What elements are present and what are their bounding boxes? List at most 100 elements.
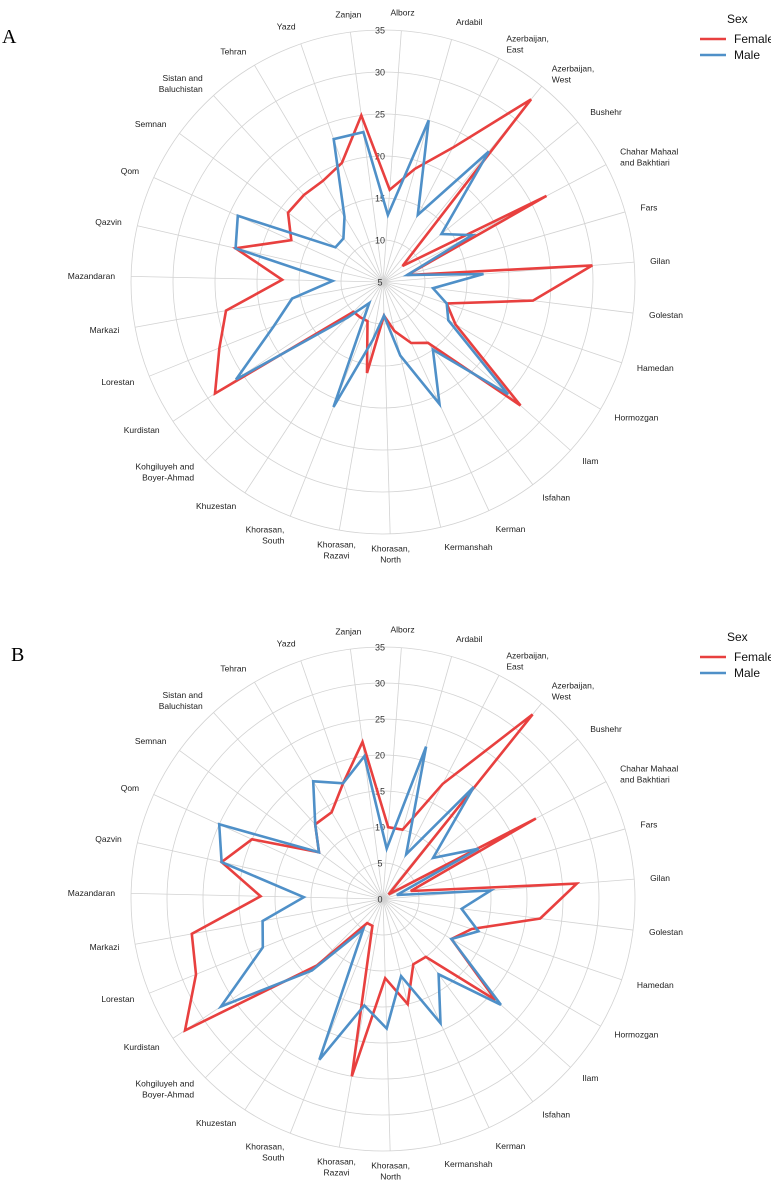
- grid-spoke: [382, 898, 534, 1102]
- grid-spoke: [382, 898, 571, 1068]
- grid-spoke: [213, 95, 384, 283]
- tick-label: 30: [375, 68, 385, 78]
- category-label: Mazandaran: [68, 888, 116, 898]
- grid-spoke: [254, 65, 384, 283]
- grid-spoke: [254, 682, 384, 900]
- category-label: Ardabil: [456, 634, 483, 644]
- category-label: Hormozgan: [614, 412, 658, 422]
- grid-ring: [166, 682, 600, 1116]
- grid-spoke: [382, 281, 391, 534]
- grid-spoke: [300, 660, 384, 900]
- category-label: Kurdistan: [124, 425, 160, 435]
- radar-panel-a: 5 10 15 20 25 30 35 Alborz Ardabil Azerbaijan, Eas…: [68, 8, 683, 565]
- legend-title: Sex: [727, 12, 748, 26]
- category-label: Gilan: [650, 873, 670, 883]
- legend-title: Sex: [727, 630, 748, 644]
- category-label: Gilan: [650, 256, 670, 266]
- category-label: Khorasan, Razavi: [317, 539, 356, 560]
- category-label: Chahar Mahaal and Bakhtiari: [620, 147, 678, 168]
- category-label: Qom: [121, 783, 139, 793]
- category-label: Azerbaijan, West: [552, 63, 595, 84]
- category-label: Semnan: [135, 736, 167, 746]
- grid-ring: [274, 790, 492, 1008]
- grid-spoke: [244, 281, 384, 494]
- category-label: Isfahan: [542, 493, 570, 503]
- grid-spoke: [149, 281, 384, 377]
- grid-spoke: [382, 30, 402, 283]
- tick-label: 15: [375, 787, 385, 797]
- category-label: Sistan and Baluchistan: [159, 690, 203, 711]
- category-label: Kurdistan: [124, 1042, 160, 1052]
- category-label: Azerbaijan, East: [506, 651, 549, 672]
- category-label: Bushehr: [590, 724, 622, 734]
- grid-ring: [238, 754, 528, 1044]
- tick-label: 25: [375, 715, 385, 725]
- category-label: Hormozgan: [614, 1029, 658, 1039]
- category-label: Khuzestan: [196, 501, 236, 511]
- category-label: Fars: [640, 202, 657, 212]
- grid-spoke: [382, 281, 634, 314]
- radar-grid: [130, 646, 636, 1152]
- category-label: Mazandaran: [68, 271, 116, 281]
- grid-spoke: [382, 281, 601, 410]
- series-line-female: [213, 98, 593, 407]
- grid-spoke: [338, 898, 384, 1148]
- category-label: Hamedan: [637, 363, 674, 373]
- category-label: Azerbaijan, West: [552, 680, 595, 701]
- category-label: Bushehr: [590, 107, 622, 117]
- tick-label: 5: [377, 859, 382, 869]
- tick-label: 5: [377, 278, 382, 288]
- category-label: Kerman: [496, 524, 526, 534]
- category-label: Tehran: [220, 46, 246, 56]
- grid-spoke: [338, 281, 384, 531]
- grid-spoke: [382, 738, 579, 900]
- grid-spoke: [382, 281, 490, 511]
- grid-ring: [310, 826, 456, 972]
- grid-spoke: [137, 225, 384, 283]
- category-label: Kohgiluyeh and Boyer-Ahmad: [135, 1079, 194, 1100]
- series-line-male: [217, 746, 502, 1061]
- category-label: Khorasan, Razavi: [317, 1156, 356, 1177]
- category-label: Zanjan: [335, 9, 361, 19]
- grid-spoke: [382, 164, 607, 283]
- grid-spoke: [244, 898, 384, 1111]
- category-label: Chahar Mahaal and Bakhtiari: [620, 764, 678, 785]
- grid-spoke: [172, 898, 384, 1039]
- grid-spoke: [149, 898, 384, 994]
- legend-a: Sex Female Male: [700, 12, 771, 62]
- legend-label-female: Female: [734, 32, 771, 46]
- grid-spoke: [179, 750, 384, 900]
- panel-letter-b: B: [11, 644, 24, 666]
- grid-spoke: [382, 281, 571, 451]
- grid-spoke: [350, 32, 384, 283]
- grid-ring: [202, 718, 564, 1080]
- grid-spoke: [135, 281, 384, 328]
- tick-label: 25: [375, 110, 385, 120]
- legend-label-male: Male: [734, 48, 760, 62]
- category-label: Golestan: [649, 927, 683, 937]
- category-label: Isfahan: [542, 1110, 570, 1120]
- category-label: Yazd: [277, 22, 296, 32]
- grid-ring: [130, 29, 636, 535]
- grid-spoke: [382, 878, 635, 900]
- grid-ring: [130, 646, 636, 1152]
- category-label: Lorestan: [101, 994, 134, 1004]
- category-label: Alborz: [390, 8, 414, 18]
- tick-label: 15: [375, 194, 385, 204]
- grid-spoke: [131, 892, 384, 900]
- grid-spoke: [382, 121, 579, 283]
- category-label: Semnan: [135, 119, 167, 129]
- category-label: Khorasan, South: [246, 1142, 285, 1163]
- category-label: Fars: [640, 819, 657, 829]
- grid-ring: [256, 155, 510, 409]
- grid-spoke: [205, 898, 384, 1079]
- category-label: Khorasan, South: [246, 525, 285, 546]
- legend-b: Sex Female Male: [700, 630, 771, 680]
- category-label: Sistan and Baluchistan: [159, 73, 203, 94]
- grid-spoke: [153, 794, 384, 900]
- tick-label: 10: [375, 823, 385, 833]
- grid-spoke: [172, 281, 384, 422]
- tick-label: 20: [375, 751, 385, 761]
- category-label: Ilam: [582, 1073, 598, 1083]
